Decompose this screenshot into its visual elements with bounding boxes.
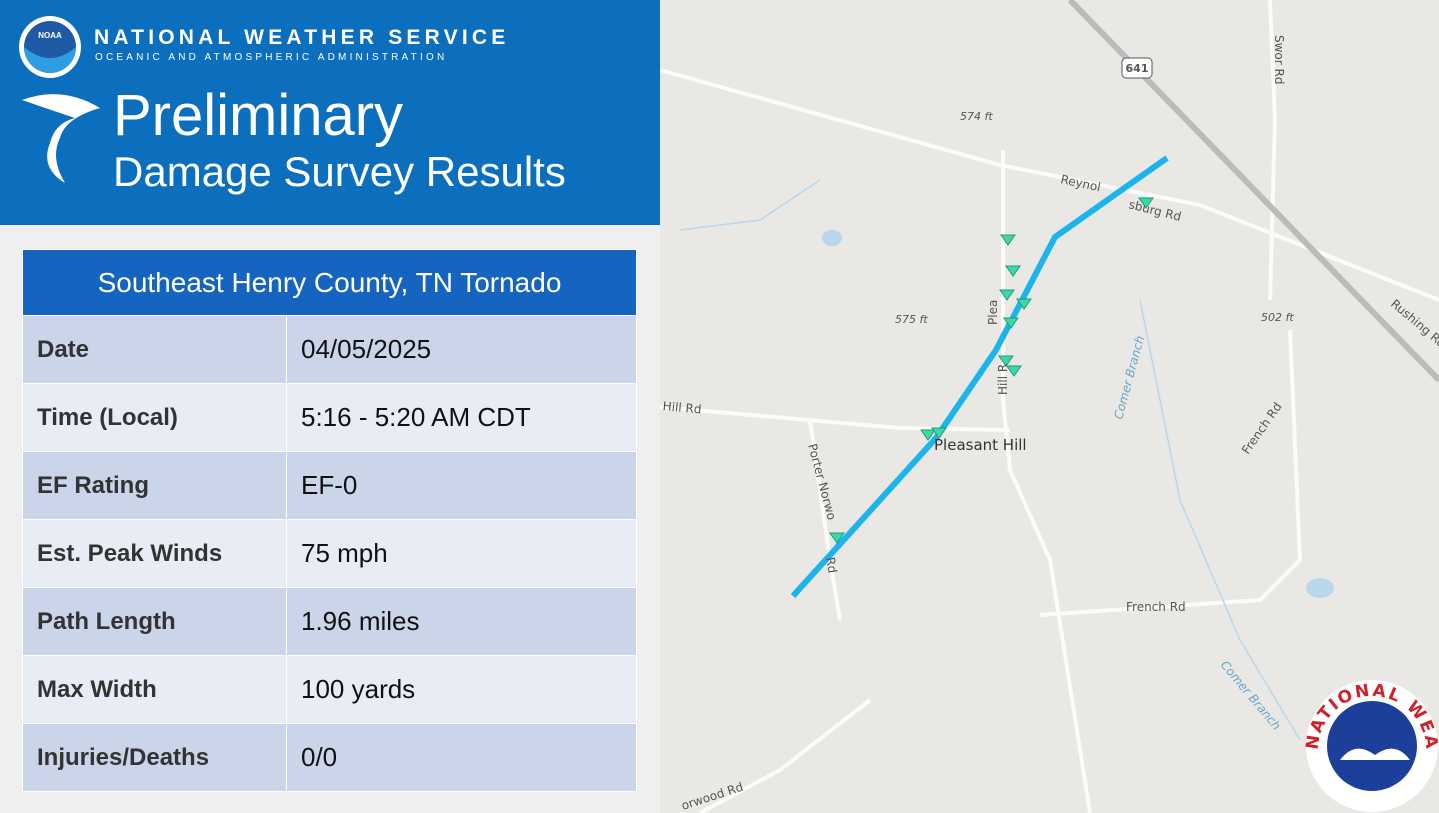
subtitle: OCEANIC AND ATMOSPHERIC ADMINISTRATION (95, 52, 448, 63)
table-row: Time (Local) 5:16 - 5:20 AM CDT (22, 383, 637, 452)
row-value: 100 yards (286, 655, 637, 724)
table-row: Date 04/05/2025 (22, 315, 637, 384)
table-row: Max Width 100 yards (22, 655, 637, 724)
route-shield (1121, 57, 1153, 79)
row-label: Injuries/Deaths (22, 723, 287, 792)
noaa-logo-text: NOAA (38, 31, 62, 40)
row-value: 5:16 - 5:20 AM CDT (286, 383, 637, 452)
row-label: Time (Local) (22, 383, 287, 452)
row-value: 0/0 (286, 723, 637, 792)
streams (679, 179, 1301, 741)
tornado-track (790, 155, 1169, 599)
row-label: Est. Peak Winds (22, 519, 287, 588)
elevation-label: 574 ft (960, 110, 993, 123)
pond (1306, 578, 1334, 598)
row-value: EF-0 (286, 451, 637, 520)
title-line2: Damage Survey Results (113, 148, 566, 195)
tornado-icon (22, 94, 100, 183)
route-number: 641 (1126, 62, 1149, 75)
row-label: EF Rating (22, 451, 287, 520)
road-label: Swor Rd (1272, 35, 1286, 84)
noaa-wave (24, 47, 76, 73)
title: Preliminary (113, 83, 404, 148)
table-row: Path Length 1.96 miles (22, 587, 637, 656)
row-value: 75 mph (286, 519, 637, 588)
pond (822, 230, 842, 246)
organization: NATIONAL WEATHER SERVICE (94, 26, 510, 49)
road-label: Rd (823, 556, 840, 574)
table-title: Southeast Henry County, TN Tornado (22, 249, 637, 316)
info-panel: NOAA NATIONAL WEATHER SERVICE OCEANIC AN… (0, 0, 660, 813)
row-label: Path Length (22, 587, 287, 656)
logos: NOAA (19, 16, 100, 183)
row-value: 04/05/2025 (286, 315, 637, 384)
header: NOAA NATIONAL WEATHER SERVICE OCEANIC AN… (0, 0, 660, 225)
elevation-label: 575 ft (895, 313, 928, 326)
table-row: Injuries/Deaths 0/0 (22, 723, 637, 792)
road-label: Hill R (996, 364, 1010, 395)
damage-points (829, 197, 1154, 544)
row-label: Max Width (22, 655, 287, 724)
roads (636, 0, 1439, 813)
elevation-label: 502 ft (1261, 311, 1294, 324)
table-row: Est. Peak Winds 75 mph (22, 519, 637, 588)
row-value: 1.96 miles (286, 587, 637, 656)
logo-center (1327, 701, 1417, 791)
row-label: Date (22, 315, 287, 384)
logo-cloud (1340, 748, 1410, 760)
table-row: EF Rating EF-0 (22, 451, 637, 520)
road-label: Plea (986, 300, 1000, 325)
summary-table: Southeast Henry County, TN Tornado Date 0… (22, 249, 637, 792)
road-label: French Rd (1126, 600, 1186, 614)
place-label: Pleasant Hill (934, 436, 1027, 454)
